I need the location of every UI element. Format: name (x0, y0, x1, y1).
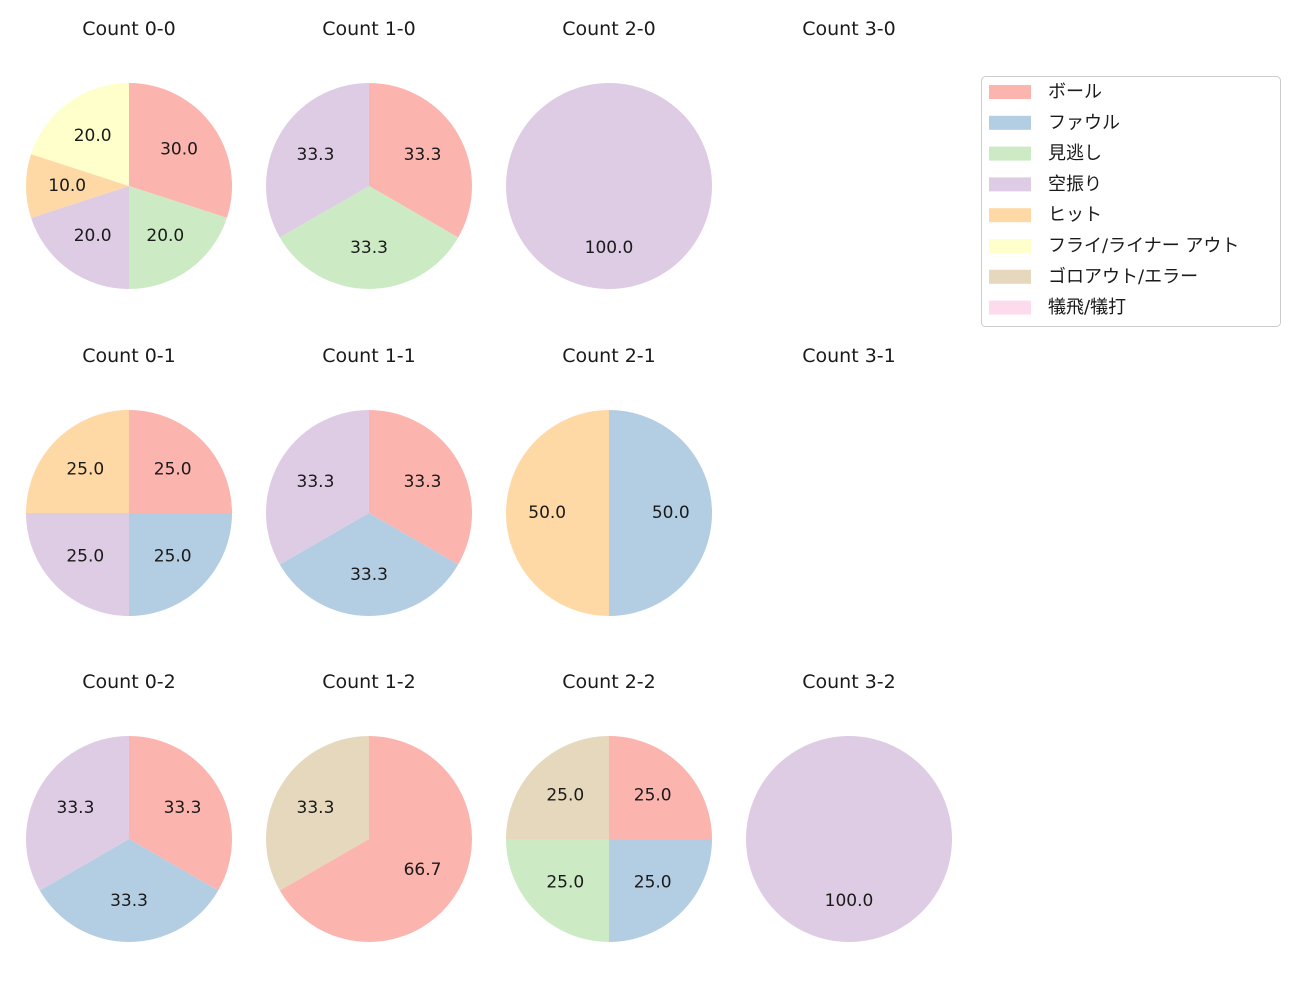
slice-label: 33.3 (404, 145, 442, 165)
pie-5: Count 0-1 25.0 25.0 25.0 25.0 (26, 345, 232, 616)
pie-slice (31, 82, 129, 186)
pie-slice (369, 83, 472, 238)
pie-title: Count 2-2 (562, 671, 656, 693)
pie-3: Count 2-0 100.0 (506, 18, 712, 289)
slice-label: 25.0 (634, 873, 672, 893)
legend-swatch (989, 269, 1031, 284)
legend-label: ボール (1048, 82, 1102, 103)
pie-slice (266, 83, 369, 238)
slice-label: 30.0 (160, 140, 198, 160)
slice-label: 33.3 (404, 472, 442, 492)
pie-slice (746, 736, 952, 942)
pie-slice (31, 186, 129, 289)
legend-label: フライ/ライナー アウト (1048, 236, 1239, 257)
pie-title: Count 3-2 (802, 671, 896, 693)
pie-title: Count 2-1 (562, 345, 656, 367)
slice-label: 20.0 (74, 226, 112, 246)
legend-swatch (989, 85, 1031, 99)
legend-swatch (989, 208, 1031, 223)
legend-swatch (989, 146, 1031, 161)
slice-label: 66.7 (404, 860, 442, 880)
slice-label: 25.0 (546, 785, 584, 805)
pie-9: Count 0-2 33.3 33.3 33.3 (26, 671, 232, 942)
slice-label: 33.3 (57, 798, 95, 818)
pie-slice (279, 513, 459, 616)
pie-10: Count 1-2 66.7 33.3 (266, 671, 473, 942)
pie-7: Count 2-1 50.0 50.0 (506, 345, 712, 616)
slice-label: 25.0 (546, 873, 584, 893)
pie-slice (506, 410, 609, 616)
slice-label: 20.0 (74, 126, 112, 146)
slice-label: 33.3 (110, 891, 148, 911)
slice-label: 33.3 (297, 145, 335, 165)
pie-title: Count 3-0 (802, 18, 896, 40)
slice-label: 25.0 (154, 459, 192, 479)
pie-6: Count 1-1 33.3 33.3 33.3 (266, 345, 472, 616)
slice-label: 100.0 (825, 891, 874, 911)
pie-title: Count 1-0 (322, 18, 416, 40)
slice-label: 25.0 (634, 785, 672, 805)
legend-label: ファウル (1048, 112, 1120, 133)
slice-label: 100.0 (585, 238, 634, 258)
legend-label: ヒット (1048, 205, 1102, 226)
pie-title: Count 2-0 (562, 18, 656, 40)
pie-8: Count 3-1 (802, 345, 896, 367)
pie-slice (129, 186, 227, 289)
slice-label: 33.3 (350, 565, 388, 585)
slice-label: 33.3 (297, 798, 335, 818)
pie-1: Count 0-0 30.0 20.0 20.0 10.0 20.0 (25, 18, 233, 289)
legend-label: 空振り (1048, 174, 1102, 195)
pie-title: Count 3-1 (802, 345, 896, 367)
pie-slice (279, 736, 473, 942)
pie-2: Count 1-0 33.3 33.3 33.3 (266, 18, 472, 289)
pie-slice (609, 839, 712, 942)
legend-swatch (989, 177, 1031, 192)
pie-slice (26, 410, 129, 513)
pie-slice (506, 736, 609, 839)
legend-label: 犠飛/犠打 (1048, 297, 1126, 318)
pie-slice (39, 839, 219, 942)
pie-slice (26, 513, 129, 616)
pie-slice (25, 154, 129, 218)
slice-label: 25.0 (66, 459, 104, 479)
pie-slice (266, 736, 369, 891)
slice-label: 10.0 (48, 176, 86, 196)
pie-slice (609, 736, 712, 839)
slice-label: 50.0 (652, 503, 690, 523)
legend-label: 見逃し (1048, 143, 1102, 164)
pie-slice (129, 736, 232, 891)
slice-label: 33.3 (164, 798, 202, 818)
pie-title: Count 1-1 (322, 345, 416, 367)
pie-slice (279, 186, 459, 289)
slice-label: 33.3 (297, 472, 335, 492)
pie-slice (506, 839, 609, 942)
pie-slice (369, 410, 472, 565)
slice-label: 25.0 (154, 547, 192, 567)
pie-slice (129, 410, 232, 513)
pie-title: Count 0-1 (82, 345, 176, 367)
pie-title: Count 1-2 (322, 671, 416, 693)
pie-slice (506, 83, 712, 289)
slice-label: 20.0 (146, 226, 184, 246)
pie-title: Count 0-0 (82, 18, 176, 40)
pie-12: Count 3-2 100.0 (746, 671, 952, 942)
legend-swatch (989, 300, 1031, 315)
legend-swatch (989, 115, 1031, 130)
pie-slice (266, 410, 369, 565)
pie-slice (129, 513, 232, 616)
pie-4: Count 3-0 (802, 18, 896, 40)
legend-swatch (989, 239, 1031, 253)
legend-label: ゴロアウト/エラー (1048, 266, 1198, 287)
pie-slice (609, 410, 712, 616)
pie-slice (26, 736, 129, 891)
pie-11: Count 2-2 25.0 25.0 25.0 25.0 (506, 671, 712, 942)
pie-title: Count 0-2 (82, 671, 176, 693)
pie-slice (129, 83, 233, 218)
legend-box (981, 76, 1281, 327)
slice-label: 50.0 (528, 503, 566, 523)
slice-label: 33.3 (350, 238, 388, 258)
slice-label: 25.0 (66, 547, 104, 567)
